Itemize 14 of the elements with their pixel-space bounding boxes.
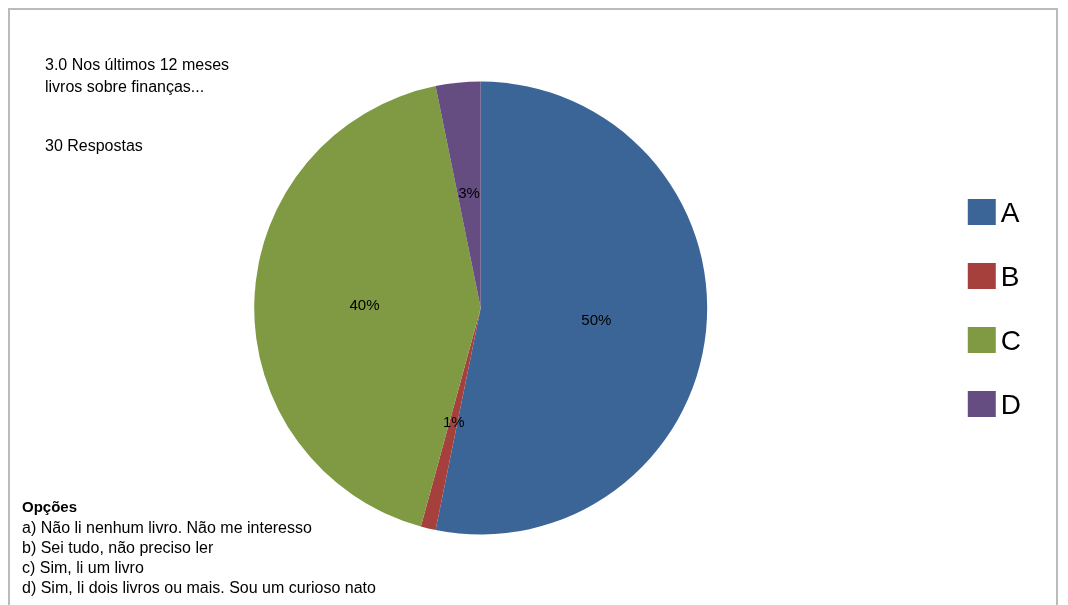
legend-label: B [1000, 260, 1020, 292]
text: c) Sim, li um livro [22, 558, 144, 576]
legend-label: A [1000, 196, 1020, 228]
data-label: 40% [349, 295, 380, 313]
chart-title: 3.0 Nos últimos 12 meses livros sobre finanças... [45, 55, 230, 95]
data-label: 3% [458, 183, 480, 201]
legend-label: D [1000, 388, 1022, 420]
text: a) Não li nenhum livro. Não me interesso [22, 518, 313, 536]
text: Opções [22, 498, 78, 515]
legend-label: C [1000, 324, 1022, 356]
text: b) Sei tudo, não preciso ler [22, 538, 214, 556]
text: d) Sim, li dois livros ou mais. Sou um curioso nato [22, 578, 377, 596]
text: 30 Respostas [45, 136, 143, 154]
data-label: 50% [581, 311, 612, 329]
